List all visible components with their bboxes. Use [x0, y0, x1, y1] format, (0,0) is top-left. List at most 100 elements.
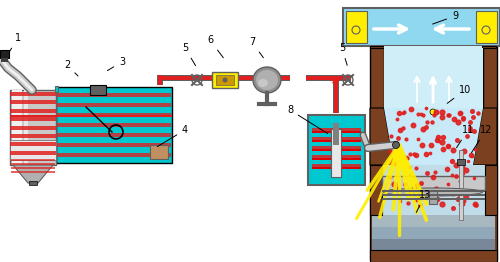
Bar: [10, 142, 56, 146]
Bar: [346, 11, 367, 43]
Bar: [312, 158, 361, 160]
Bar: [306, 76, 351, 80]
Bar: [312, 146, 361, 151]
Bar: [485, 165, 497, 215]
Bar: [10, 100, 56, 104]
Bar: [370, 46, 384, 48]
Bar: [384, 46, 482, 48]
Bar: [57, 123, 171, 127]
Text: 12: 12: [472, 125, 492, 153]
Bar: [11, 171, 55, 173]
Bar: [11, 159, 55, 161]
Bar: [55, 86, 58, 92]
Bar: [306, 75, 351, 81]
Bar: [212, 72, 238, 88]
Polygon shape: [13, 165, 53, 183]
Bar: [372, 165, 495, 215]
Bar: [382, 198, 485, 200]
Bar: [343, 8, 500, 46]
Bar: [29, 181, 37, 185]
Bar: [394, 108, 473, 165]
Bar: [312, 164, 361, 169]
Bar: [216, 75, 234, 85]
Bar: [370, 165, 382, 215]
Text: 6: 6: [207, 35, 224, 58]
Bar: [382, 176, 485, 190]
Bar: [312, 140, 361, 142]
Polygon shape: [370, 108, 394, 165]
Bar: [312, 137, 361, 142]
Bar: [57, 153, 171, 157]
Bar: [370, 250, 497, 262]
Bar: [157, 75, 163, 85]
Polygon shape: [384, 108, 483, 165]
Text: 1: 1: [10, 33, 21, 52]
Circle shape: [430, 109, 436, 115]
Text: 9: 9: [432, 11, 458, 24]
Text: 10: 10: [447, 85, 471, 103]
Bar: [1, 58, 8, 62]
Text: 11: 11: [456, 125, 474, 148]
Text: 13: 13: [416, 190, 431, 212]
Ellipse shape: [253, 67, 281, 93]
Bar: [56, 114, 172, 117]
Bar: [0, 50, 9, 58]
Ellipse shape: [256, 70, 278, 90]
Bar: [372, 215, 495, 227]
Bar: [10, 151, 56, 155]
Bar: [11, 163, 55, 165]
Bar: [10, 115, 56, 117]
Bar: [384, 48, 483, 108]
Bar: [57, 103, 171, 107]
Bar: [333, 78, 339, 113]
Bar: [10, 92, 56, 96]
Bar: [312, 131, 361, 133]
Bar: [158, 76, 290, 80]
Bar: [10, 134, 56, 138]
Ellipse shape: [258, 79, 268, 87]
Bar: [57, 133, 171, 137]
Bar: [382, 194, 485, 196]
Bar: [312, 149, 361, 151]
Bar: [308, 115, 365, 185]
Bar: [372, 239, 495, 251]
Bar: [11, 167, 55, 169]
Bar: [334, 78, 338, 113]
Text: 8: 8: [287, 105, 328, 134]
Bar: [312, 128, 361, 133]
Text: 2: 2: [64, 60, 78, 76]
Polygon shape: [473, 108, 497, 165]
Bar: [90, 85, 106, 95]
Text: 5: 5: [182, 43, 196, 66]
Bar: [312, 155, 361, 160]
Bar: [10, 90, 56, 165]
Bar: [10, 140, 56, 160]
Bar: [476, 11, 497, 43]
Bar: [24, 90, 28, 165]
Bar: [10, 117, 56, 121]
Text: 3: 3: [108, 57, 125, 70]
Bar: [382, 190, 485, 192]
Bar: [10, 109, 56, 113]
Bar: [57, 93, 171, 97]
Bar: [459, 150, 463, 220]
Bar: [482, 46, 496, 48]
Text: 7: 7: [249, 37, 264, 58]
Bar: [312, 167, 361, 169]
Circle shape: [222, 78, 228, 83]
Bar: [429, 190, 437, 204]
Bar: [56, 87, 172, 163]
Bar: [12, 90, 22, 165]
Bar: [10, 125, 56, 129]
Bar: [150, 145, 168, 159]
Circle shape: [392, 141, 400, 149]
Bar: [372, 251, 495, 262]
Bar: [331, 129, 341, 177]
Bar: [158, 75, 162, 85]
Bar: [157, 75, 290, 81]
Bar: [372, 227, 495, 239]
Bar: [57, 143, 171, 147]
Text: 4: 4: [158, 125, 188, 146]
Bar: [333, 123, 339, 145]
Bar: [483, 45, 497, 260]
